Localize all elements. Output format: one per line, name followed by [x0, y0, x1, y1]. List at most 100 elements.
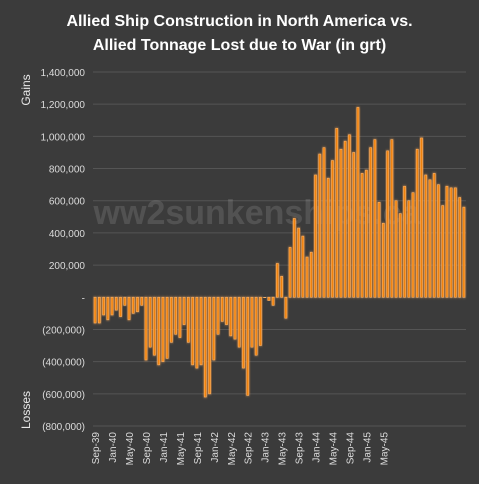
- bar: [191, 296, 194, 366]
- bar: [144, 296, 148, 361]
- x-tick-label: Jan-45: [362, 432, 373, 463]
- bar: [161, 296, 165, 362]
- bar: [386, 150, 389, 298]
- bar: [428, 179, 432, 298]
- bar: [449, 187, 453, 298]
- bar: [148, 296, 152, 348]
- bar: [301, 235, 305, 298]
- x-tick-label: Jan-42: [210, 432, 221, 463]
- y-tick-label: 1,000,000: [41, 132, 86, 143]
- bar: [165, 296, 169, 359]
- bar: [462, 206, 466, 298]
- bar: [394, 200, 398, 298]
- y-axis-label-gains: Gains: [19, 74, 33, 105]
- bar: [420, 137, 423, 298]
- bar: [458, 197, 461, 298]
- bar: [199, 296, 203, 366]
- bar: [331, 160, 334, 298]
- bar: [424, 174, 428, 298]
- y-tick-label: -: [82, 293, 85, 304]
- x-tick-label: May-45: [379, 432, 390, 466]
- bar: [335, 128, 339, 298]
- bar: [242, 296, 245, 369]
- bar: [326, 177, 330, 298]
- y-tick-label: 1,400,000: [41, 68, 86, 79]
- bar: [271, 296, 275, 306]
- bar: [403, 185, 406, 298]
- y-tick-label: (600,000): [42, 390, 85, 401]
- bar: [212, 296, 216, 361]
- bar: [254, 296, 258, 356]
- bar: [178, 296, 182, 338]
- bar: [216, 296, 220, 335]
- bar: [381, 222, 385, 298]
- bar: [445, 185, 449, 298]
- bar: [157, 296, 161, 366]
- bars: [93, 107, 466, 398]
- bar: [246, 296, 250, 396]
- x-tick-label: Sep-39: [91, 432, 102, 465]
- bar: [250, 296, 254, 348]
- bar: [309, 251, 313, 298]
- x-tick-label: May-44: [328, 432, 339, 466]
- x-tick-label: May-43: [278, 432, 289, 466]
- bar: [267, 296, 271, 301]
- y-tick-label: 1,200,000: [41, 100, 86, 111]
- bar: [123, 296, 127, 306]
- bar: [229, 296, 233, 337]
- bar: [93, 296, 97, 324]
- bar: [352, 152, 356, 298]
- y-tick-label: (200,000): [42, 325, 85, 336]
- bar: [377, 202, 381, 298]
- bar: [411, 192, 415, 298]
- y-tick-label: 200,000: [49, 261, 86, 272]
- y-axis-ticks: 1,400,000 1,200,000 1,000,000 800,000 600,00…: [41, 68, 86, 433]
- bar: [174, 296, 178, 335]
- y-tick-label: (400,000): [42, 358, 85, 369]
- bar: [225, 296, 228, 325]
- x-tick-label: Sep-43: [295, 432, 306, 465]
- bar: [305, 256, 309, 298]
- bar: [314, 174, 317, 298]
- bar: [356, 107, 360, 298]
- chart-title-line2: Allied Tonnage Lost due to War (in grt): [93, 37, 386, 54]
- watermark: ww2sunkenships.ca: [93, 194, 422, 232]
- bar: [106, 296, 110, 321]
- bar: [276, 263, 279, 298]
- x-tick-label: May-42: [227, 432, 238, 466]
- bar: [208, 296, 211, 395]
- x-tick-label: Sep-40: [142, 432, 153, 465]
- bar: [170, 296, 173, 343]
- chart-title-line1: Allied Ship Construction in North Americ…: [66, 13, 412, 30]
- bar: [343, 140, 347, 298]
- x-axis-ticks: Sep-39 Jan-40 May-40 Sep-40 Jan-41 May-41 Sep-…: [91, 432, 390, 466]
- bar: [369, 147, 372, 298]
- y-tick-label: 400,000: [49, 229, 86, 240]
- bar: [398, 213, 402, 298]
- bar: [407, 200, 411, 298]
- bar: [187, 296, 190, 343]
- bar: [373, 139, 377, 298]
- bar: [119, 296, 122, 317]
- bar: [441, 205, 445, 298]
- y-tick-label: (800,000): [42, 422, 85, 433]
- bar: [114, 296, 118, 311]
- bar: [348, 134, 351, 298]
- bar: [454, 187, 457, 298]
- bar: [140, 296, 144, 306]
- bar: [292, 218, 296, 298]
- x-tick-label: Jan-40: [108, 432, 119, 463]
- bar: [365, 169, 368, 298]
- x-tick-label: May-41: [176, 432, 187, 466]
- x-tick-label: May-40: [125, 432, 136, 466]
- bar: [280, 276, 283, 298]
- bar: [233, 296, 237, 340]
- bar: [263, 296, 267, 299]
- bar: [203, 296, 207, 398]
- bar: [153, 296, 156, 356]
- bar: [237, 296, 241, 348]
- bar: [360, 173, 364, 298]
- bar: [98, 296, 101, 324]
- x-tick-label: Jan-44: [312, 432, 323, 463]
